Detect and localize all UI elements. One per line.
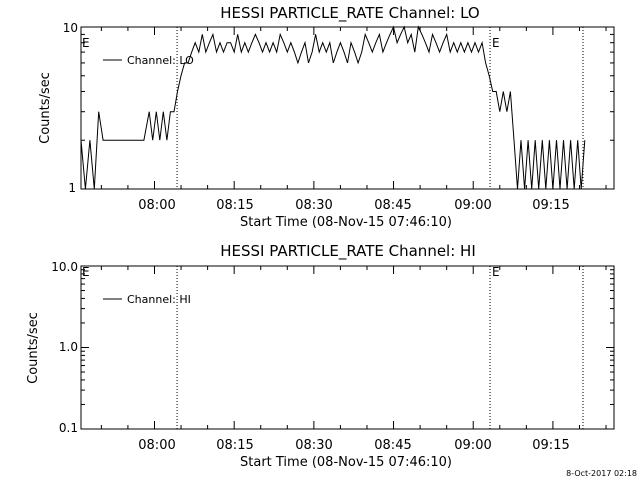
- y-tick-label-lo-10: 10: [63, 21, 78, 35]
- y-axis-label-hi: Counts/sec: [26, 312, 41, 384]
- panel-hi: HESSI PARTICLE_RATE Channel: HI 10.0 1.0…: [26, 242, 615, 470]
- x-ticks-hi: [100, 266, 607, 429]
- series-line-lo-0: [80, 25, 586, 190]
- y-axis-label-lo: Counts/sec: [38, 72, 53, 144]
- legend-lo: Channel: LO: [103, 54, 194, 67]
- footer-timestamp: 8-Oct-2017 02:18: [566, 469, 637, 478]
- x-tick-label-lo-0830: 08:30: [295, 198, 332, 213]
- y-tick-label-hi-10: 10.0: [51, 260, 78, 274]
- x-tick-label-hi-0900: 09:00: [454, 438, 491, 453]
- x-axis-label-lo: Start Time (08-Nov-15 07:46:10): [240, 215, 452, 230]
- chart-title-hi: HESSI PARTICLE_RATE Channel: HI: [220, 242, 476, 261]
- x-tick-label-hi-0830: 08:30: [295, 438, 332, 453]
- event-lines-lo: [176, 27, 584, 189]
- x-tick-label-lo-0800: 08:00: [138, 198, 175, 213]
- x-tick-label-lo-0915: 09:15: [532, 198, 569, 213]
- event-marker-hi-2: E: [492, 265, 500, 279]
- plot-frame-lo: [80, 26, 615, 190]
- event-marker-lo-1: E: [82, 36, 90, 50]
- event-lines-hi: [176, 266, 584, 429]
- event-marker-lo-2: E: [492, 36, 500, 50]
- legend-label-hi: Channel: HI: [127, 293, 191, 306]
- x-tick-labels-hi: 08:00 08:15 08:30 08:45 09:00 09:15: [138, 438, 569, 453]
- plot-frame-hi: [80, 265, 615, 430]
- chart-title-lo: HESSI PARTICLE_RATE Channel: LO: [220, 4, 479, 23]
- x-tick-label-lo-0815: 08:15: [216, 198, 253, 213]
- x-tick-label-hi-0845: 08:45: [374, 438, 411, 453]
- x-tick-label-lo-0900: 09:00: [454, 198, 491, 213]
- x-tick-label-hi-0800: 08:00: [138, 438, 175, 453]
- y-tick-label-hi-1: 1.0: [59, 340, 78, 354]
- y-ticks-lo: [81, 33, 614, 190]
- x-tick-labels-lo: 08:00 08:15 08:30 08:45 09:00 09:15: [138, 198, 569, 213]
- legend-label-lo: Channel: LO: [127, 54, 194, 67]
- event-marker-hi-1: E: [82, 265, 90, 279]
- x-axis-label-hi: Start Time (08-Nov-15 07:46:10): [240, 455, 452, 470]
- series-lo: [80, 25, 586, 190]
- x-tick-label-lo-0845: 08:45: [374, 198, 411, 213]
- x-tick-label-hi-0915: 09:15: [532, 438, 569, 453]
- legend-hi: Channel: HI: [103, 293, 191, 306]
- y-tick-label-lo-1: 1: [68, 181, 76, 195]
- x-tick-label-hi-0815: 08:15: [216, 438, 253, 453]
- panel-lo: HESSI PARTICLE_RATE Channel: LO 10 1 E E…: [38, 4, 615, 230]
- y-ticks-hi: [81, 269, 614, 430]
- y-tick-label-hi-01: 0.1: [59, 421, 78, 435]
